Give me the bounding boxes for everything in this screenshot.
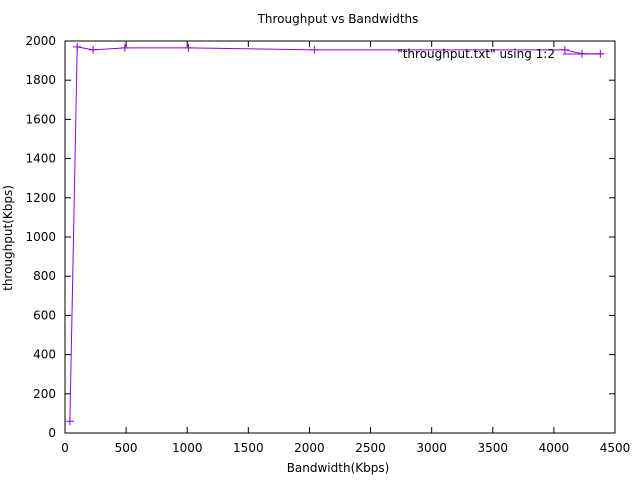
x-tick-label: 3000 xyxy=(416,441,447,455)
y-tick-label: 400 xyxy=(33,348,56,362)
data-point-marker xyxy=(184,43,193,52)
legend: "throughput.txt" using 1:2 xyxy=(397,47,603,61)
series-layer xyxy=(65,42,605,426)
y-tick-label: 1600 xyxy=(25,112,56,126)
x-tick-label: 2500 xyxy=(355,441,386,455)
y-tick-label: 0 xyxy=(48,426,56,440)
y-axis-title: throughput(Kbps) xyxy=(1,185,15,291)
y-tick-label: 1800 xyxy=(25,73,56,87)
data-point-marker xyxy=(310,45,319,54)
data-point-marker xyxy=(120,43,129,52)
y-tick-label: 600 xyxy=(33,308,56,322)
x-axis-title: Bandwidth(Kbps) xyxy=(287,461,390,475)
data-point-marker xyxy=(65,417,74,426)
series-line xyxy=(69,46,601,422)
x-tick-label: 2000 xyxy=(294,441,325,455)
x-tick-label: 3500 xyxy=(478,441,509,455)
data-point-marker xyxy=(73,42,82,51)
y-tick-label: 1000 xyxy=(25,230,56,244)
x-tick-label: 1500 xyxy=(233,441,264,455)
legend-label: "throughput.txt" using 1:2 xyxy=(397,47,555,61)
y-tick-label: 2000 xyxy=(25,34,56,48)
x-tick-label: 500 xyxy=(115,441,138,455)
x-tick-label: 1000 xyxy=(172,441,203,455)
data-point-marker xyxy=(89,45,98,54)
y-tick-label: 1200 xyxy=(25,191,56,205)
ticks-layer: 0 500 1000 1500 2000 2500 3000 3500 4000 4500 0 200… xyxy=(25,34,630,455)
x-tick-label: 4500 xyxy=(600,441,631,455)
chart-title: Throughput vs Bandwidths xyxy=(257,12,419,26)
plot-frame xyxy=(64,40,616,434)
data-point-marker xyxy=(560,45,569,54)
y-tick-label: 1400 xyxy=(25,152,56,166)
x-tick-label: 4000 xyxy=(539,441,570,455)
x-tick-label: 0 xyxy=(61,441,69,455)
y-tick-label: 200 xyxy=(33,387,56,401)
y-tick-label: 800 xyxy=(33,269,56,283)
